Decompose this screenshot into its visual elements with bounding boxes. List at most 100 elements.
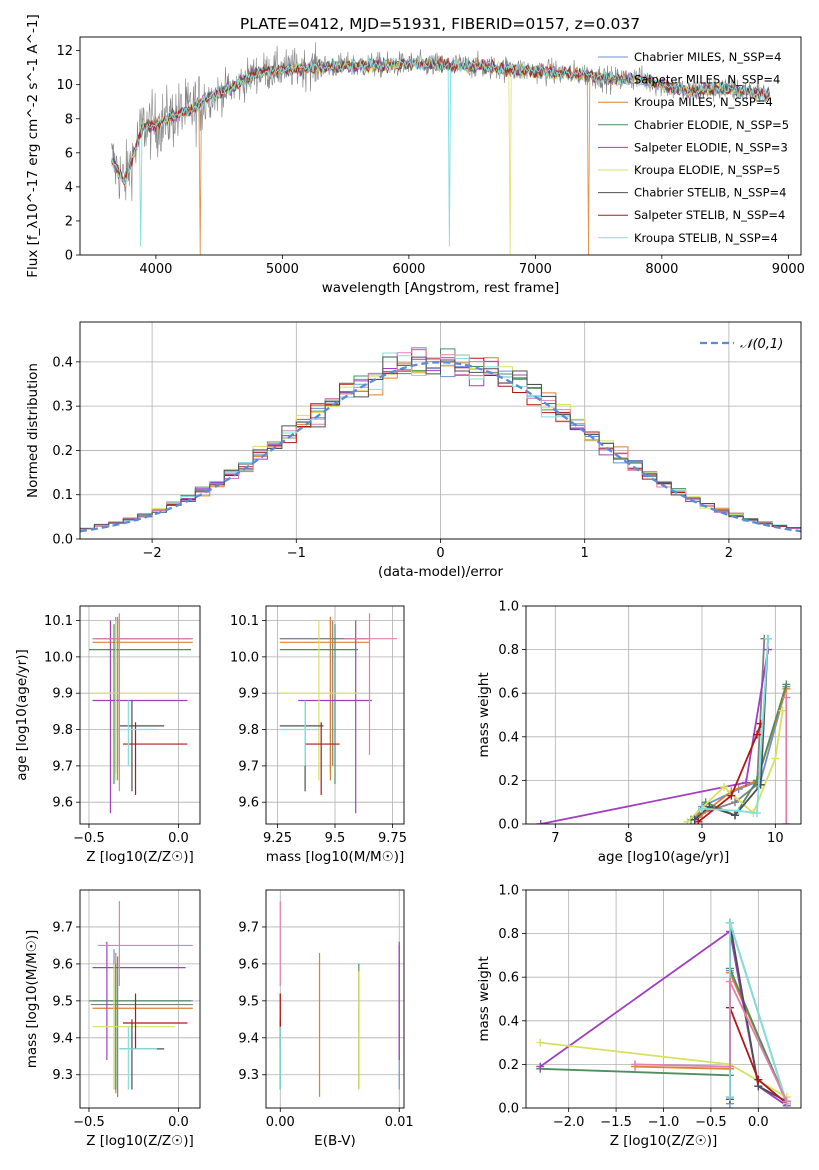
y-tick-label: 0.4 — [498, 1014, 519, 1029]
legend-label: Kroupa STELIB, N_SSP=4 — [634, 231, 778, 245]
x-axis-label: Z [log10(Z/Z☉)] — [610, 1133, 718, 1149]
y-tick-label: 9.8 — [238, 723, 259, 738]
y-tick-label: 0.8 — [498, 927, 519, 942]
x-axis-label: wavelength [Angstrom, rest frame] — [322, 280, 560, 296]
point-marker — [731, 811, 739, 820]
y-tick-label: 0.0 — [498, 818, 519, 833]
y-tick-label: 0 — [65, 249, 73, 264]
y-tick-label: 9.3 — [52, 1068, 73, 1083]
panel-weight-vs-age: 7 8 9 10 0.0 0.2 0.4 0.6 0.8 1.0 age [log10(age/yr… — [476, 600, 802, 865]
x-tick-label: 7000 — [519, 262, 552, 277]
y-tick-label: 10.0 — [230, 650, 259, 665]
panel-spectrum: 4000 5000 6000 7000 8000 9000 0 2 4 6 8 10 12 wavelen… — [25, 14, 805, 296]
y-axis-label: mass [log10(M/M☉)] — [24, 930, 40, 1069]
mass-weight-line — [693, 686, 788, 821]
y-tick-label: 10 — [56, 78, 73, 93]
point-marker — [725, 1093, 734, 1102]
x-tick-label: 9.5 — [325, 831, 346, 846]
x-tick-label: 9000 — [772, 262, 805, 277]
plot-area-age-vs-mass — [279, 613, 398, 814]
x-tick-label: 2 — [725, 546, 733, 561]
x-tick-label: −2 — [143, 546, 162, 561]
point-marker — [727, 791, 736, 800]
x-axis-label: E(B-V) — [314, 1133, 356, 1149]
y-axis-label: mass weight — [476, 672, 492, 757]
y-tick-label: 9.6 — [52, 957, 73, 972]
axes-frame — [525, 605, 802, 825]
legend-label: 𝒩(0,1) — [740, 337, 783, 352]
y-tick-label: 0.6 — [498, 687, 519, 702]
model-spectrum-line — [111, 55, 770, 247]
y-tick-label: 9.7 — [238, 759, 259, 774]
legend-label: Salpeter MILES, N_SSP=4 — [634, 73, 780, 87]
axes-frame — [265, 889, 405, 1109]
panel-age-vs-Z: −0.5 0.0 9.6 9.7 9.8 9.9 10.0 10.1 Z [log10(Z/Z☉… — [14, 605, 201, 865]
x-tick-label: 8 — [625, 831, 633, 846]
point-marker — [694, 817, 703, 824]
plot-area-mass-vs-Z — [88, 901, 193, 1097]
point-marker — [782, 1097, 791, 1106]
panel-residuals: −2 −1 0 1 2 0.0 0.1 0.2 0.3 0.4 (data-model)/error… — [25, 321, 802, 580]
x-tick-label: 1 — [581, 546, 589, 561]
plot-area-weight-vs-age — [536, 634, 791, 824]
x-tick-label: 6000 — [392, 262, 425, 277]
y-tick-label: 0.4 — [52, 355, 73, 370]
point-marker — [782, 693, 791, 702]
legend-label: Salpeter ELODIE, N_SSP=3 — [634, 140, 788, 154]
plot-area-age-vs-Z — [88, 613, 193, 814]
y-tick-label: 0.4 — [498, 730, 519, 745]
point-marker — [536, 1038, 545, 1047]
x-tick-label: −1 — [287, 546, 306, 561]
y-tick-label: 2 — [65, 214, 73, 229]
axes-frame — [79, 36, 802, 256]
point-marker — [753, 730, 761, 739]
plot-area-mass-vs-EBV — [279, 901, 400, 1097]
x-tick-label: 0.0 — [748, 1115, 769, 1130]
point-marker — [725, 977, 734, 986]
y-tick-label: 9.3 — [238, 1068, 259, 1083]
x-tick-label: 0.00 — [266, 1115, 295, 1130]
figure-title: PLATE=0412, MJD=51931, FIBERID=0157, z=0… — [240, 15, 640, 33]
y-tick-label: 9.7 — [52, 920, 73, 935]
y-tick-label: 9.6 — [52, 796, 73, 811]
point-marker — [782, 820, 791, 824]
y-tick-label: 9.7 — [238, 920, 259, 935]
panel-weight-vs-Z: −2.0 −1.5 −1.0 −0.5 0.0 0.0 0.2 0.4 0.6 0.8 1.0 Z [… — [476, 884, 802, 1149]
y-tick-label: 0.8 — [498, 643, 519, 658]
axes-frame — [265, 605, 405, 825]
y-tick-label: 0.1 — [52, 488, 73, 503]
legend-label: Kroupa ELODIE, N_SSP=5 — [634, 163, 780, 177]
normal-reference-line — [80, 361, 801, 533]
axes-frame — [525, 889, 802, 1109]
y-tick-label: 9.5 — [238, 994, 259, 1009]
axes-frame — [79, 321, 802, 540]
x-tick-label: 9.25 — [263, 831, 292, 846]
mass-weight-line — [701, 638, 769, 814]
legend-label: Chabrier ELODIE, N_SSP=5 — [634, 118, 789, 132]
plot-area-residuals — [80, 347, 801, 533]
x-tick-label: −0.5 — [695, 1115, 727, 1130]
y-tick-label: 9.5 — [52, 994, 73, 1009]
model-spectrum-line — [111, 56, 770, 187]
y-tick-label: 10.0 — [44, 650, 73, 665]
y-tick-label: 8 — [65, 112, 73, 127]
point-marker — [771, 754, 780, 763]
x-tick-label: 0.01 — [385, 1115, 414, 1130]
y-axis-label: Normed distribution — [25, 363, 41, 498]
x-axis-label: mass [log10(M/M☉)] — [266, 849, 405, 865]
x-axis-label: age [log10(age/yr)] — [598, 849, 730, 865]
y-tick-label: 1.0 — [498, 884, 519, 899]
y-tick-label: 0.3 — [52, 400, 73, 415]
panel-mass-vs-EBV: 0.00 0.01 9.3 9.4 9.5 9.6 9.7 E(B-V) — [238, 889, 414, 1149]
x-tick-label: −0.5 — [73, 831, 105, 846]
point-marker — [754, 1075, 763, 1084]
point-marker — [778, 706, 787, 715]
x-tick-label: 0 — [436, 546, 444, 561]
legend-label: Kroupa MILES, N_SSP=4 — [634, 95, 773, 109]
y-tick-label: 9.4 — [238, 1031, 259, 1046]
y-tick-label: 9.6 — [238, 957, 259, 972]
point-marker — [683, 817, 692, 824]
point-marker — [698, 804, 706, 813]
y-tick-label: 6 — [65, 146, 73, 161]
